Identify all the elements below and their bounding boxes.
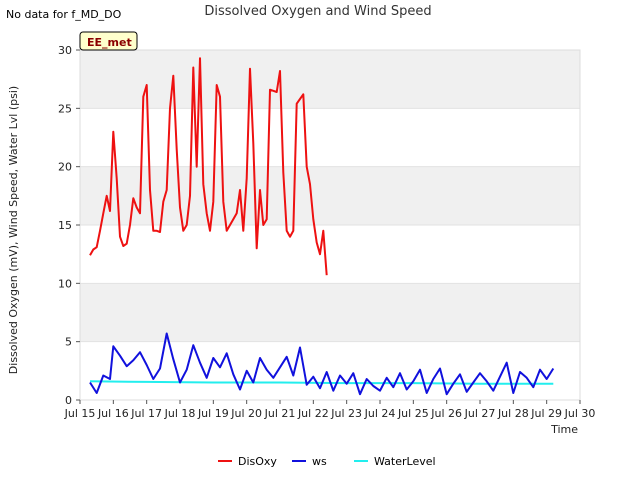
y-tick-label: 25 <box>58 102 72 115</box>
x-tick-label: Jul 30 <box>564 407 596 420</box>
legend-label-ws: ws <box>312 455 327 468</box>
x-axis-ticks: Jul 15 Jul 16 Jul 17 Jul 18 Jul 19 Jul 20 Jul … <box>64 400 596 420</box>
legend-label-waterlevel: WaterLevel <box>374 455 436 468</box>
y-axis-label: Dissolved Oxygen (mV), Wind Speed, Water… <box>7 86 20 374</box>
series-line-waterlevel <box>89 380 554 385</box>
series-group <box>89 57 555 396</box>
series-line-disoxy <box>89 57 328 276</box>
x-tick-label: Jul 26 <box>430 407 462 420</box>
x-tick-label: Jul 25 <box>397 407 429 420</box>
x-tick-label: Jul 27 <box>464 407 496 420</box>
x-tick-label: Jul 16 <box>97 407 129 420</box>
x-tick-label: Jul 17 <box>130 407 162 420</box>
x-tick-label: Jul 23 <box>330 407 362 420</box>
background-bands <box>80 50 580 400</box>
band-1 <box>80 283 580 342</box>
y-tick-label: 20 <box>58 161 72 174</box>
x-tick-label: Jul 29 <box>530 407 562 420</box>
legend: DisOxy ws WaterLevel <box>218 455 436 468</box>
x-axis-label: Time <box>550 423 578 436</box>
band-2 <box>80 225 580 284</box>
band-5 <box>80 50 580 109</box>
no-data-note: No data for f_MD_DO <box>6 8 122 21</box>
y-tick-label: 10 <box>58 277 72 290</box>
x-tick-label: Jul 21 <box>264 407 296 420</box>
y-tick-label: 30 <box>58 44 72 57</box>
x-tick-label: Jul 20 <box>230 407 262 420</box>
y-tick-label: 15 <box>58 219 72 232</box>
x-tick-label: Jul 28 <box>497 407 529 420</box>
series-line-ws <box>89 332 555 396</box>
y-tick-label: 5 <box>65 336 72 349</box>
y-axis-ticks: 0 5 10 15 20 25 30 <box>58 44 80 407</box>
ee-met-badge: EE_met <box>79 31 138 51</box>
band-0 <box>80 341 580 400</box>
band-3 <box>80 166 580 225</box>
legend-label-disoxy: DisOxy <box>238 455 277 468</box>
x-tick-label: Jul 18 <box>164 407 196 420</box>
x-tick-label: Jul 22 <box>297 407 329 420</box>
band-4 <box>80 108 580 167</box>
chart-title: Dissolved Oxygen and Wind Speed <box>204 4 431 19</box>
badge-label: EE_met <box>87 36 132 49</box>
y-tick-label: 0 <box>65 394 72 407</box>
x-tick-label: Jul 19 <box>197 407 229 420</box>
x-tick-label: Jul 15 <box>64 407 96 420</box>
x-tick-label: Jul 24 <box>364 407 396 420</box>
